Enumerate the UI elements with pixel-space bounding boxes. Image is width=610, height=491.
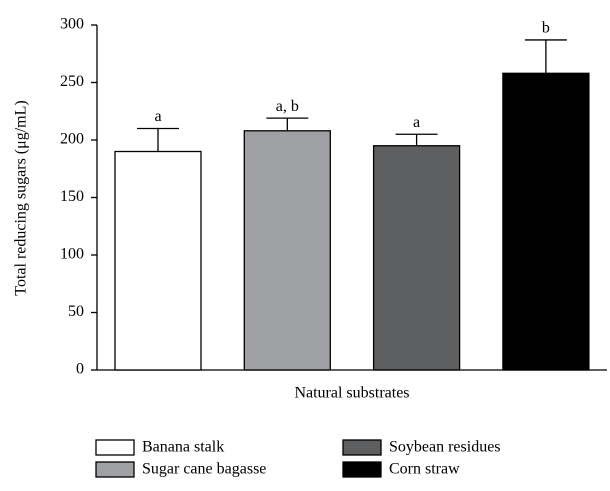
- y-tick-label: 250: [60, 73, 84, 90]
- bar: [372, 145, 461, 371]
- significance-letter: b: [542, 20, 550, 37]
- legend-label: Sugar cane bagasse: [142, 461, 266, 478]
- y-tick-label: 150: [60, 188, 84, 205]
- significance-letter: a: [154, 108, 161, 125]
- significance-letter: a: [413, 114, 420, 131]
- significance-letter: a, b: [276, 98, 299, 115]
- legend-label: Banana stalk: [142, 439, 224, 456]
- bar: [114, 150, 202, 371]
- y-tick-label: 300: [60, 16, 84, 33]
- y-tick-label: 100: [60, 246, 84, 263]
- bar: [502, 72, 590, 371]
- legend-swatch: [342, 439, 382, 456]
- legend-swatch: [95, 461, 135, 478]
- legend-swatch: [95, 439, 135, 456]
- y-tick-label: 50: [68, 303, 84, 320]
- legend-label: Soybean residues: [389, 439, 501, 456]
- legend-label: Corn straw: [389, 461, 460, 478]
- x-tick-label: Natural substrates: [294, 385, 409, 402]
- bar: [243, 130, 331, 371]
- legend-swatch: [342, 461, 382, 478]
- y-tick-label: 0: [76, 361, 84, 378]
- y-tick-label: 200: [60, 131, 84, 148]
- y-axis-label: Total reducing sugars (μg/mL): [13, 100, 30, 295]
